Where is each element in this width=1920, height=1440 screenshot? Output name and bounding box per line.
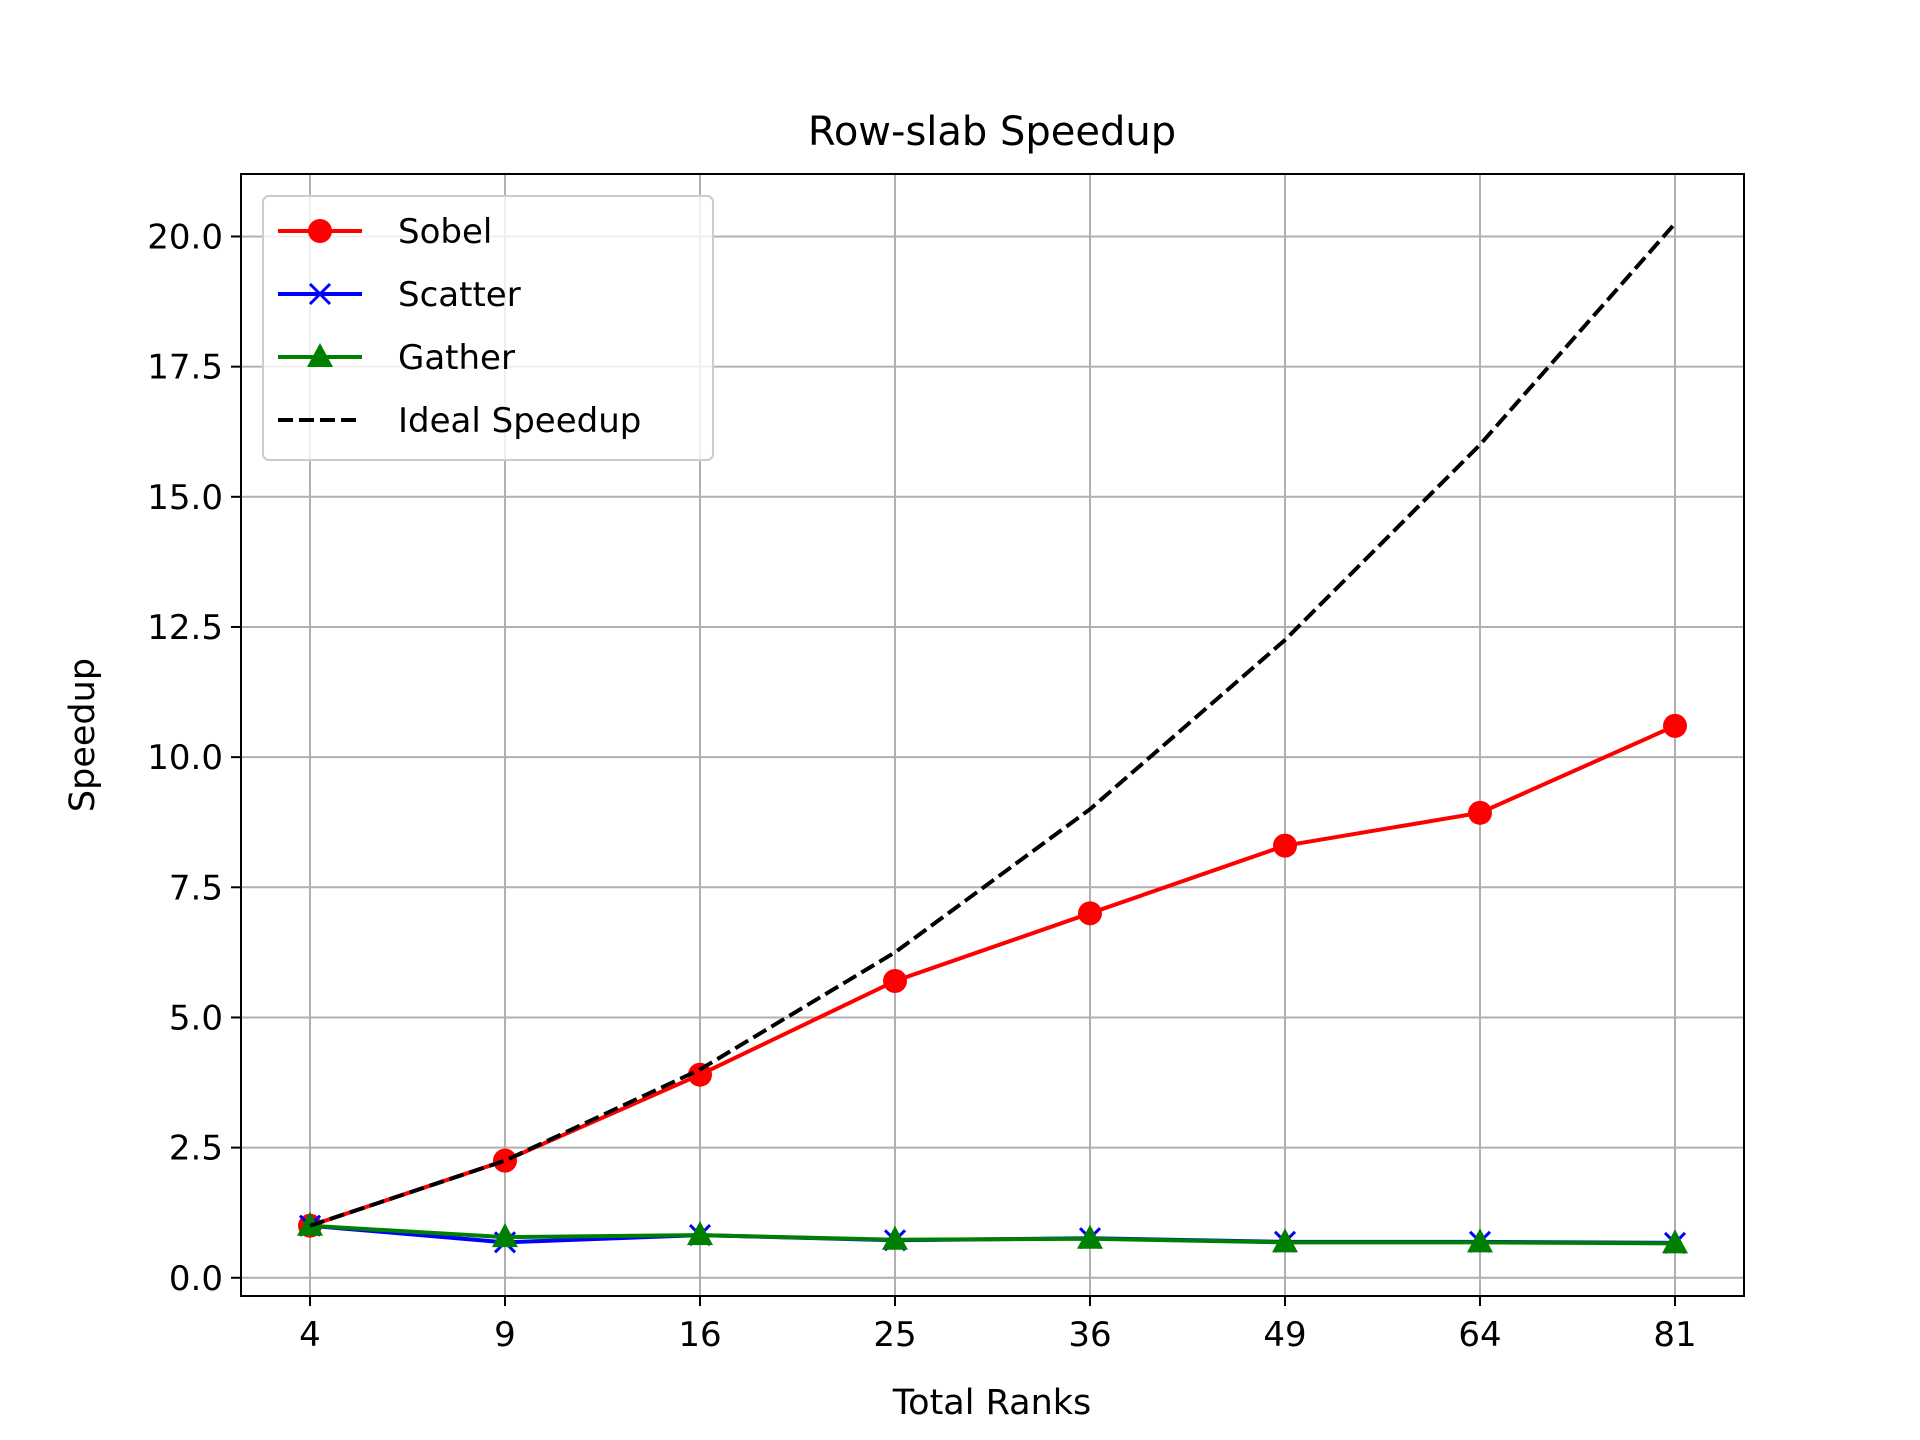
legend-marker — [308, 282, 332, 306]
axis-ticks: 4 9 16 25 36 49 64 810.02.55.07.510.012.515.017… — [147, 217, 1696, 1355]
y-tick-label: 7.5 — [169, 868, 223, 908]
legend-label: Sobel — [398, 212, 492, 252]
gather-point — [492, 1223, 518, 1248]
legend-label: Gather — [398, 338, 515, 378]
x-tick-label: 36 — [1068, 1315, 1111, 1355]
x-tick-label: 81 — [1653, 1315, 1696, 1355]
x-tick-label: 9 — [494, 1315, 516, 1355]
series-layer — [297, 222, 1688, 1254]
legend-box — [262, 195, 714, 461]
gather-point — [882, 1225, 908, 1250]
plot-frame — [240, 173, 1745, 1297]
y-axis-label: Speedup — [63, 658, 103, 812]
y-tick-label: 0.0 — [169, 1259, 223, 1299]
series-ideal-speedup — [309, 222, 1677, 1228]
series-gather — [297, 1211, 1688, 1254]
y-tick-label: 17.5 — [147, 348, 223, 388]
legend-label: Ideal Speedup — [398, 401, 641, 441]
legend-item-sobel: Sobel — [278, 212, 492, 252]
x-tick-label: 64 — [1458, 1315, 1501, 1355]
sobel-point — [1078, 901, 1102, 926]
x-tick-label: 25 — [873, 1315, 916, 1355]
legend-marker — [307, 343, 333, 367]
legend: Sobel Scatter Gather Ideal Speedup — [262, 195, 714, 461]
y-tick-label: 5.0 — [169, 998, 223, 1038]
y-tick-label: 15.0 — [147, 478, 223, 518]
x-tick-label: 16 — [678, 1315, 721, 1355]
x-tick-label: 4 — [299, 1315, 321, 1355]
sobel-point — [1468, 800, 1492, 825]
y-tick-label: 10.0 — [147, 738, 223, 778]
sobel-point — [688, 1062, 712, 1087]
gather-line — [309, 1223, 1676, 1246]
sobel-point — [1273, 833, 1297, 858]
x-axis-label: Total Ranks — [892, 1383, 1092, 1423]
sobel-point — [493, 1148, 517, 1173]
y-tick-label: 12.5 — [147, 608, 223, 648]
sobel-point — [1663, 713, 1687, 738]
legend-item-ideal-speedup: Ideal Speedup — [278, 401, 641, 441]
y-tick-label: 2.5 — [169, 1129, 223, 1169]
legend-label: Scatter — [398, 275, 521, 315]
gather-point — [1467, 1228, 1493, 1253]
ideal-speedup-line — [309, 222, 1677, 1228]
legend-item-scatter: Scatter — [278, 275, 521, 315]
y-tick-label: 20.0 — [147, 217, 223, 257]
gather-point — [1662, 1229, 1688, 1254]
gather-point — [687, 1221, 713, 1246]
gather-point — [1272, 1228, 1298, 1253]
chart-title: Row-slab Speedup — [808, 109, 1176, 155]
legend-item-gather: Gather — [278, 338, 515, 378]
legend-marker — [308, 219, 332, 243]
gather-point — [1077, 1224, 1103, 1249]
x-tick-label: 49 — [1263, 1315, 1306, 1355]
sobel-point — [883, 969, 907, 994]
